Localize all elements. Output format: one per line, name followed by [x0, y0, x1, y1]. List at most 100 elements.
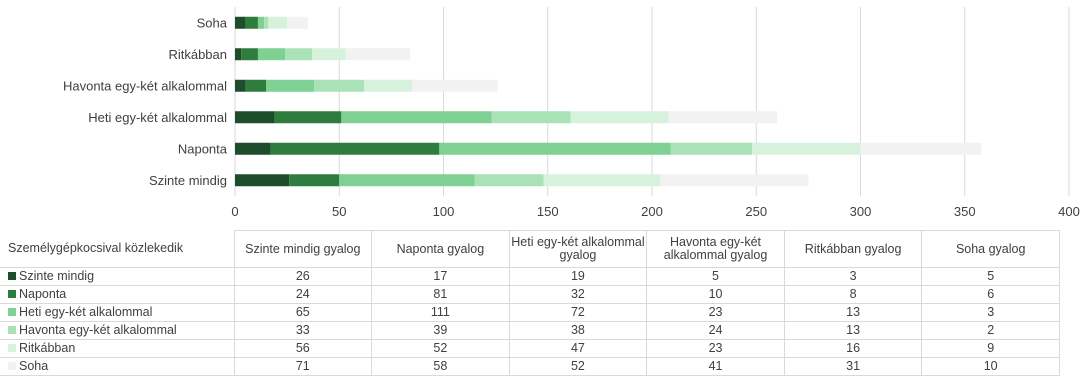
bar-segment: [570, 111, 669, 124]
bar-segment: [439, 142, 671, 155]
bar-segments: [235, 16, 982, 187]
bar-segment: [752, 142, 861, 155]
table-body: Szinte mindig 26 17 19 5 3 5 Naponta 24 81 32 10 8 6 H…: [0, 267, 1060, 376]
table-row: Naponta 24 81 32 10 8 6: [0, 285, 1060, 304]
category-label: Ritkábban: [168, 47, 227, 62]
table-cell: 65: [233, 303, 373, 322]
column-header: Havonta egy-két alkalommal gyalog: [646, 230, 785, 268]
legend-swatch: [8, 344, 16, 352]
bar-segment: [474, 174, 544, 187]
x-tick-label: 0: [231, 204, 238, 219]
bar-segment: [270, 142, 440, 155]
row-label: Szinte mindig: [19, 269, 95, 283]
row-label: Ritkábban: [19, 341, 76, 355]
column-header: Soha gyalog: [921, 230, 1060, 268]
table-cell: 31: [783, 357, 923, 376]
table-cell: 3: [921, 303, 1060, 322]
table-cell: 38: [508, 321, 648, 340]
table-cell: 23: [646, 303, 785, 322]
legend-swatch: [8, 308, 16, 316]
data-table: Személygépkocsival közlekedik Szinte min…: [0, 230, 1060, 376]
bar-segment: [266, 79, 315, 92]
bar-segment: [264, 16, 269, 29]
table-cell: 41: [646, 357, 785, 376]
x-tick-label: 100: [433, 204, 455, 219]
bar-segment: [235, 142, 271, 155]
bar-segment: [412, 79, 498, 92]
row-label-cell: Heti egy-két alkalommal: [0, 303, 235, 322]
bar-segment: [339, 174, 475, 187]
table-cell: 19: [508, 267, 648, 286]
table-row: Heti egy-két alkalommal 65 111 72 23 13 3: [0, 303, 1060, 322]
bar-segment: [860, 142, 982, 155]
category-label: Szinte mindig: [149, 173, 227, 188]
table-cell: 17: [371, 267, 510, 286]
x-tick-label: 200: [641, 204, 663, 219]
x-tick-label: 400: [1058, 204, 1080, 219]
legend-swatch: [8, 362, 16, 370]
column-header: Szinte mindig gyalog: [233, 230, 373, 268]
bar-segment: [268, 16, 288, 29]
table-cell: 71: [233, 357, 373, 376]
table-cell: 81: [371, 285, 510, 304]
table-cell: 5: [921, 267, 1060, 286]
category-labels: Soha Ritkábban Havonta egy-két alkalommal H…: [63, 15, 228, 188]
x-tick-label: 350: [954, 204, 976, 219]
table-cell: 10: [921, 357, 1060, 376]
x-tick-label: 250: [745, 204, 767, 219]
table-cell: 16: [783, 339, 923, 358]
x-tick-label: 50: [332, 204, 346, 219]
table-cell: 24: [233, 285, 373, 304]
table-cell: 52: [508, 357, 648, 376]
column-header: Ritkábban gyalog: [783, 230, 923, 268]
table-cell: 58: [371, 357, 510, 376]
row-label-cell: Ritkábban: [0, 339, 235, 358]
table-header-row: Személygépkocsival közlekedik Szinte min…: [0, 230, 1060, 268]
table-cell: 13: [783, 321, 923, 340]
row-label: Soha: [19, 359, 49, 373]
legend-swatch: [8, 290, 16, 298]
table-cell: 33: [233, 321, 373, 340]
category-label: Soha: [197, 15, 228, 30]
column-header: Heti egy-két alkalommal gyalog: [508, 230, 648, 268]
x-axis-tick-labels: 0 50 100 150 200 250 300 350 400: [231, 204, 1079, 219]
bar-segment: [491, 111, 571, 124]
table-row: Havonta egy-két alkalommal 33 39 38 24 13 2: [0, 321, 1060, 340]
table-cell: 2: [921, 321, 1060, 340]
row-label-cell: Soha: [0, 357, 235, 376]
bar-segment: [257, 48, 286, 61]
table-cell: 5: [646, 267, 785, 286]
gridlines: [234, 7, 1070, 196]
table-corner-label: Személygépkocsival közlekedik: [0, 230, 235, 268]
table-cell: 23: [646, 339, 785, 358]
bar-segment: [668, 111, 778, 124]
bar-segment: [245, 79, 267, 92]
row-label: Heti egy-két alkalommal: [19, 305, 153, 319]
bar-segment: [289, 174, 340, 187]
legend-swatch: [8, 326, 16, 334]
table-row: Soha 71 58 52 41 31 10: [0, 357, 1060, 376]
table-cell: 72: [508, 303, 648, 322]
bar-segment: [287, 16, 308, 29]
table-cell: 47: [508, 339, 648, 358]
stacked-bar-chart: Soha Ritkábban Havonta egy-két alkalommal H…: [63, 7, 1080, 219]
bar-segment: [285, 48, 313, 61]
table-cell: 32: [508, 285, 648, 304]
bar-segment: [345, 48, 411, 61]
bar-segment: [235, 48, 242, 61]
category-label: Heti egy-két alkalommal: [88, 110, 227, 125]
bar-segment: [543, 174, 661, 187]
row-label-cell: Havonta egy-két alkalommal: [0, 321, 235, 340]
x-tick-label: 150: [537, 204, 559, 219]
table-cell: 10: [646, 285, 785, 304]
bar-segment: [314, 79, 365, 92]
table-cell: 8: [783, 285, 923, 304]
table-cell: 24: [646, 321, 785, 340]
table-cell: 6: [921, 285, 1060, 304]
table-cell: 111: [371, 303, 510, 322]
bar-segment: [245, 16, 258, 29]
table-cell: 52: [371, 339, 510, 358]
table-cell: 13: [783, 303, 923, 322]
row-label: Havonta egy-két alkalommal: [19, 323, 177, 337]
bar-segment: [660, 174, 809, 187]
